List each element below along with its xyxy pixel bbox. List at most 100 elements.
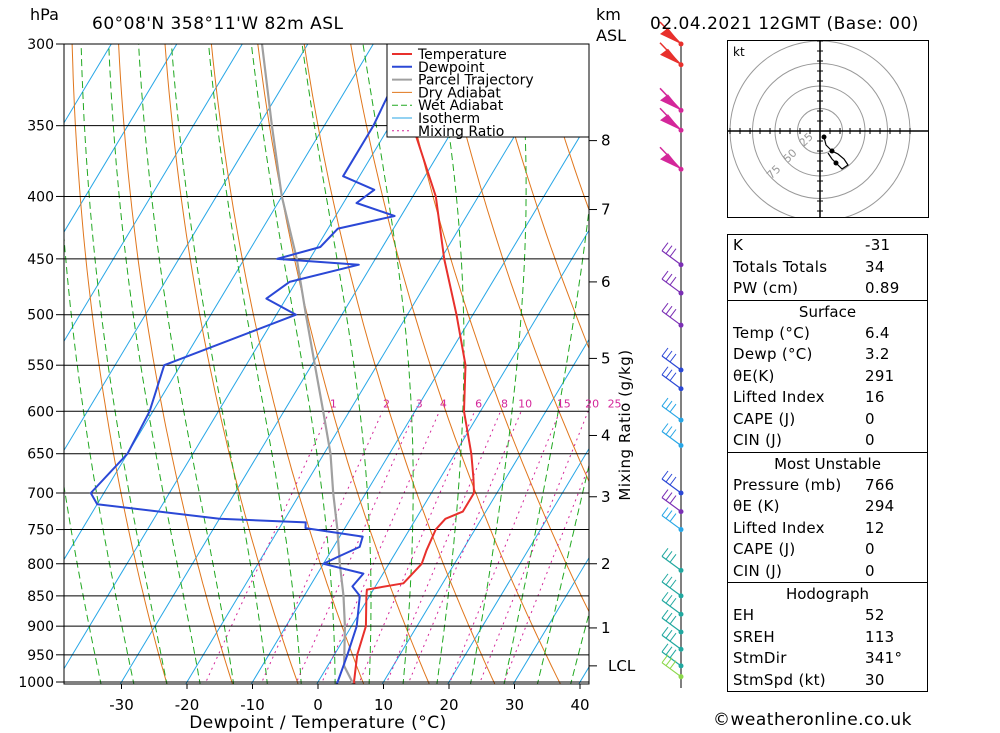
legend-entry: Mixing Ratio	[418, 124, 504, 140]
wind-barb-staff	[659, 146, 682, 170]
indices-table: K -31 Totals Totals 34 PW (cm) 0.89 Surface T…	[727, 234, 928, 692]
wind-barb-feather	[669, 308, 677, 318]
wind-barb-flag	[660, 28, 681, 44]
surface-index-row: Dewp (°C) 3.2	[728, 344, 927, 366]
wind-barb-feather	[661, 270, 669, 280]
surface-index-value: 0	[865, 431, 875, 449]
most-unstable-index-row: θE (K) 294	[728, 496, 927, 518]
wind-barb-staff	[661, 478, 682, 494]
x-tick-label: 20	[439, 696, 458, 714]
wind-barb-feather	[665, 612, 673, 622]
pressure-tick-label: 950	[27, 648, 54, 664]
wind-barb-staff	[661, 555, 682, 571]
parcel-trajectory-line	[260, 44, 355, 684]
wind-barb-feather	[665, 245, 673, 255]
km-tick-label: 8	[601, 132, 611, 150]
wind-level-dot	[678, 41, 684, 47]
wind-barb-feather	[661, 489, 669, 498]
wind-barb-feather	[665, 646, 673, 656]
hodograph-index-value: 341°	[865, 649, 903, 667]
mixing-ratio-label: 2	[383, 397, 390, 410]
wet-adiabat-line	[138, 44, 235, 684]
wind-barb-staff	[661, 278, 682, 294]
wind-barb-feather	[665, 492, 673, 501]
wind-barb-feather	[669, 649, 677, 659]
km-tick-label: 1	[601, 619, 611, 637]
wet-adiabat-line	[570, 611, 589, 684]
wet-adiabat-line	[64, 483, 102, 684]
x-tick-label: -30	[109, 696, 134, 714]
hodograph-index-value: 52	[865, 606, 885, 624]
general-index-label: PW (cm)	[733, 279, 799, 297]
wind-barb-feather	[665, 400, 673, 410]
wind-barb-staff	[661, 634, 682, 650]
x-tick-label: -10	[240, 696, 265, 714]
surface-index-label: Lifted Index	[733, 388, 825, 406]
temperature-line	[353, 44, 475, 684]
wind-level-dot	[678, 646, 684, 652]
isotherm-line	[64, 44, 178, 233]
pressure-tick-label: 900	[27, 619, 54, 635]
wet-adiabat-line	[108, 44, 201, 684]
wind-barb-feather	[665, 576, 673, 586]
wind-barb-feather	[665, 551, 673, 560]
isotherm-line	[64, 44, 374, 561]
wind-level-dot	[678, 367, 684, 373]
legend-entry: Temperature	[417, 47, 507, 63]
wind-barb-feather	[661, 507, 669, 516]
wind-barb-staff	[659, 87, 682, 111]
wind-level-dot	[678, 611, 684, 617]
sounding-series	[89, 44, 475, 684]
wind-barb-feather	[661, 626, 669, 636]
most-unstable-index-value: 0	[865, 540, 875, 558]
wind-barb-staff	[659, 107, 682, 131]
dry-adiabat-line	[71, 44, 168, 684]
wind-barb-flag	[660, 153, 681, 170]
wind-level-dot	[678, 127, 684, 133]
wind-barb-feather	[665, 594, 673, 604]
wind-barb-staff	[661, 250, 682, 266]
wind-barb-feather	[669, 495, 677, 504]
wind-barb-feather	[669, 429, 677, 438]
dry-adiabat-line	[945, 26, 1000, 708]
wind-barb-staff	[661, 662, 682, 678]
wet-adiabat-line	[250, 44, 336, 684]
wind-level-dot	[678, 490, 684, 496]
general-index-value: 0.89	[865, 279, 900, 297]
dry-adiabat-line	[210, 44, 365, 684]
isotherm-line	[381, 338, 589, 684]
isotherm-line	[64, 44, 112, 124]
hodograph-trace	[823, 136, 849, 170]
legend-entry: Isotherm	[418, 111, 480, 127]
wind-barb-flag	[660, 114, 681, 131]
surface-index-row: θE(K) 291	[728, 366, 927, 388]
general-index-value: -31	[865, 236, 891, 254]
surface-index-row: CIN (J) 0	[728, 430, 927, 452]
surface-index-label: Dewp (°C)	[733, 345, 813, 363]
mixing-ratio-label: 8	[501, 397, 508, 410]
surface-index-row: CAPE (J) 0	[728, 409, 927, 431]
wet-adiabat-line	[80, 44, 168, 684]
x-axis-label: Dewpoint / Temperature (°C)	[189, 713, 447, 733]
wet-adiabat-line	[470, 44, 527, 684]
legend-entry: Wet Adiabat	[418, 98, 504, 114]
wind-barb-feather	[669, 513, 677, 522]
pressure-tick-label: 650	[27, 447, 54, 463]
general-index-label: Totals Totals	[733, 257, 828, 276]
wet-adiabat-line	[301, 44, 372, 684]
general-indices: K -31 Totals Totals 34 PW (cm) 0.89	[727, 234, 928, 301]
hodograph-index-label: EH	[733, 606, 755, 624]
hodograph-index-row: EH 52	[728, 605, 927, 627]
wind-barb-feather	[665, 426, 673, 435]
wet-adiabat-line	[170, 44, 268, 684]
wind-barb-feather	[669, 248, 677, 258]
hpa-unit-label: hPa	[30, 5, 59, 24]
isotherm-line	[64, 44, 440, 670]
most-unstable-index-row: Pressure (mb) 766	[728, 475, 927, 497]
wind-level-dot	[678, 443, 684, 449]
wind-level-dot	[678, 107, 684, 113]
wind-barb-feather	[661, 347, 669, 357]
general-index-label: K	[733, 236, 744, 254]
mixing-ratio-label: 15	[557, 397, 571, 410]
wind-level-dot	[678, 593, 684, 599]
